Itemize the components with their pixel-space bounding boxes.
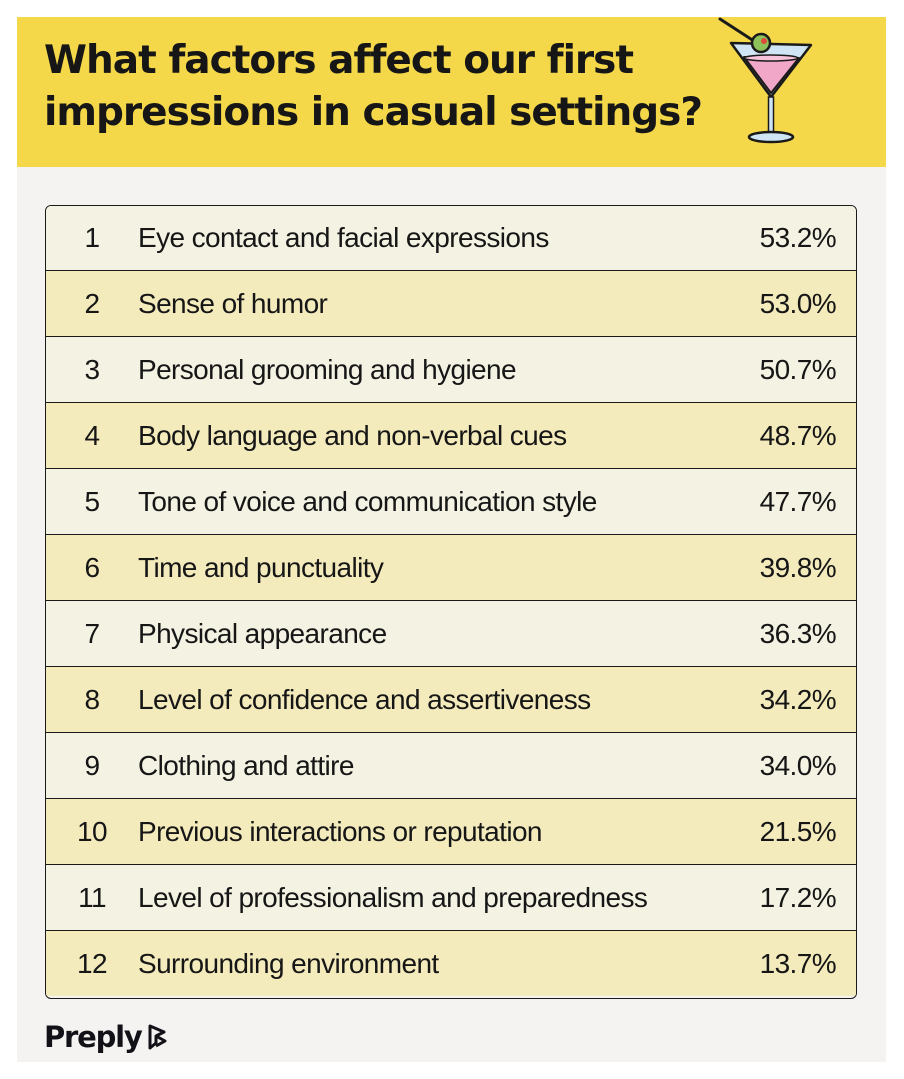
factor-cell: Sense of humor	[138, 287, 328, 319]
percent-cell: 50.7%	[759, 353, 837, 385]
rank-cell: 11	[78, 881, 106, 913]
ranking-table: 1 Eye contact and facial expressions 53.…	[45, 205, 857, 999]
brand-name: Preply	[44, 1020, 143, 1054]
percent-cell: 53.0%	[759, 287, 837, 319]
rank-cell: 5	[84, 485, 101, 517]
brand-logo: Preply	[44, 1020, 171, 1054]
page-title: What factors affect our first impression…	[44, 38, 703, 135]
factor-cell: Clothing and attire	[138, 749, 354, 781]
martini-cocktail-icon	[718, 17, 813, 144]
table-row: 4 Body language and non-verbal cues 48.7…	[46, 402, 856, 468]
factor-cell: Level of professionalism and preparednes…	[138, 881, 648, 913]
header-banner: What factors affect our first impression…	[17, 17, 886, 167]
percent-cell: 34.2%	[759, 683, 837, 715]
rank-cell: 10	[77, 815, 108, 847]
rank-cell: 2	[84, 287, 101, 319]
percent-cell: 17.2%	[759, 881, 837, 913]
percent-cell: 36.3%	[759, 617, 837, 649]
percent-cell: 47.7%	[759, 485, 837, 517]
percent-cell: 48.7%	[759, 419, 837, 451]
table-row: 12 Surrounding environment 13.7%	[46, 930, 856, 996]
factor-cell: Tone of voice and communication style	[138, 485, 597, 517]
table-row: 8 Level of confidence and assertiveness …	[46, 666, 856, 732]
factor-cell: Surrounding environment	[138, 947, 439, 979]
factor-cell: Body language and non-verbal cues	[138, 419, 567, 451]
factor-cell: Level of confidence and assertiveness	[138, 683, 591, 715]
table-row: 1 Eye contact and facial expressions 53.…	[46, 206, 856, 270]
rank-cell: 7	[84, 617, 101, 649]
table-row: 6 Time and punctuality 39.8%	[46, 534, 856, 600]
percent-cell: 39.8%	[759, 551, 837, 583]
percent-cell: 21.5%	[759, 815, 837, 847]
percent-cell: 34.0%	[759, 749, 837, 781]
table-row: 5 Tone of voice and communication style …	[46, 468, 856, 534]
percent-cell: 13.7%	[759, 947, 837, 979]
factor-cell: Previous interactions or reputation	[138, 815, 543, 847]
table-row: 3 Personal grooming and hygiene 50.7%	[46, 336, 856, 402]
factor-cell: Eye contact and facial expressions	[138, 222, 549, 253]
rank-cell: 12	[77, 947, 108, 979]
factor-cell: Physical appearance	[138, 617, 387, 649]
factor-cell: Personal grooming and hygiene	[138, 353, 517, 385]
rank-cell: 1	[84, 222, 101, 253]
rank-cell: 8	[84, 683, 101, 715]
table-row: 11 Level of professionalism and prepared…	[46, 864, 856, 930]
infographic-card: What factors affect our first impression…	[17, 17, 886, 1062]
table-row: 7 Physical appearance 36.3%	[46, 600, 856, 666]
table-row: 2 Sense of humor 53.0%	[46, 270, 856, 336]
rank-cell: 4	[84, 419, 101, 451]
percent-cell: 53.2%	[759, 222, 837, 253]
rank-cell: 6	[84, 551, 101, 583]
factor-cell: Time and punctuality	[138, 551, 384, 583]
rank-cell: 3	[84, 353, 101, 385]
rank-cell: 9	[84, 749, 101, 781]
table-row: 10 Previous interactions or reputation 2…	[46, 798, 856, 864]
preply-logo-icon	[148, 1024, 167, 1050]
table-row: 9 Clothing and attire 34.0%	[46, 732, 856, 798]
